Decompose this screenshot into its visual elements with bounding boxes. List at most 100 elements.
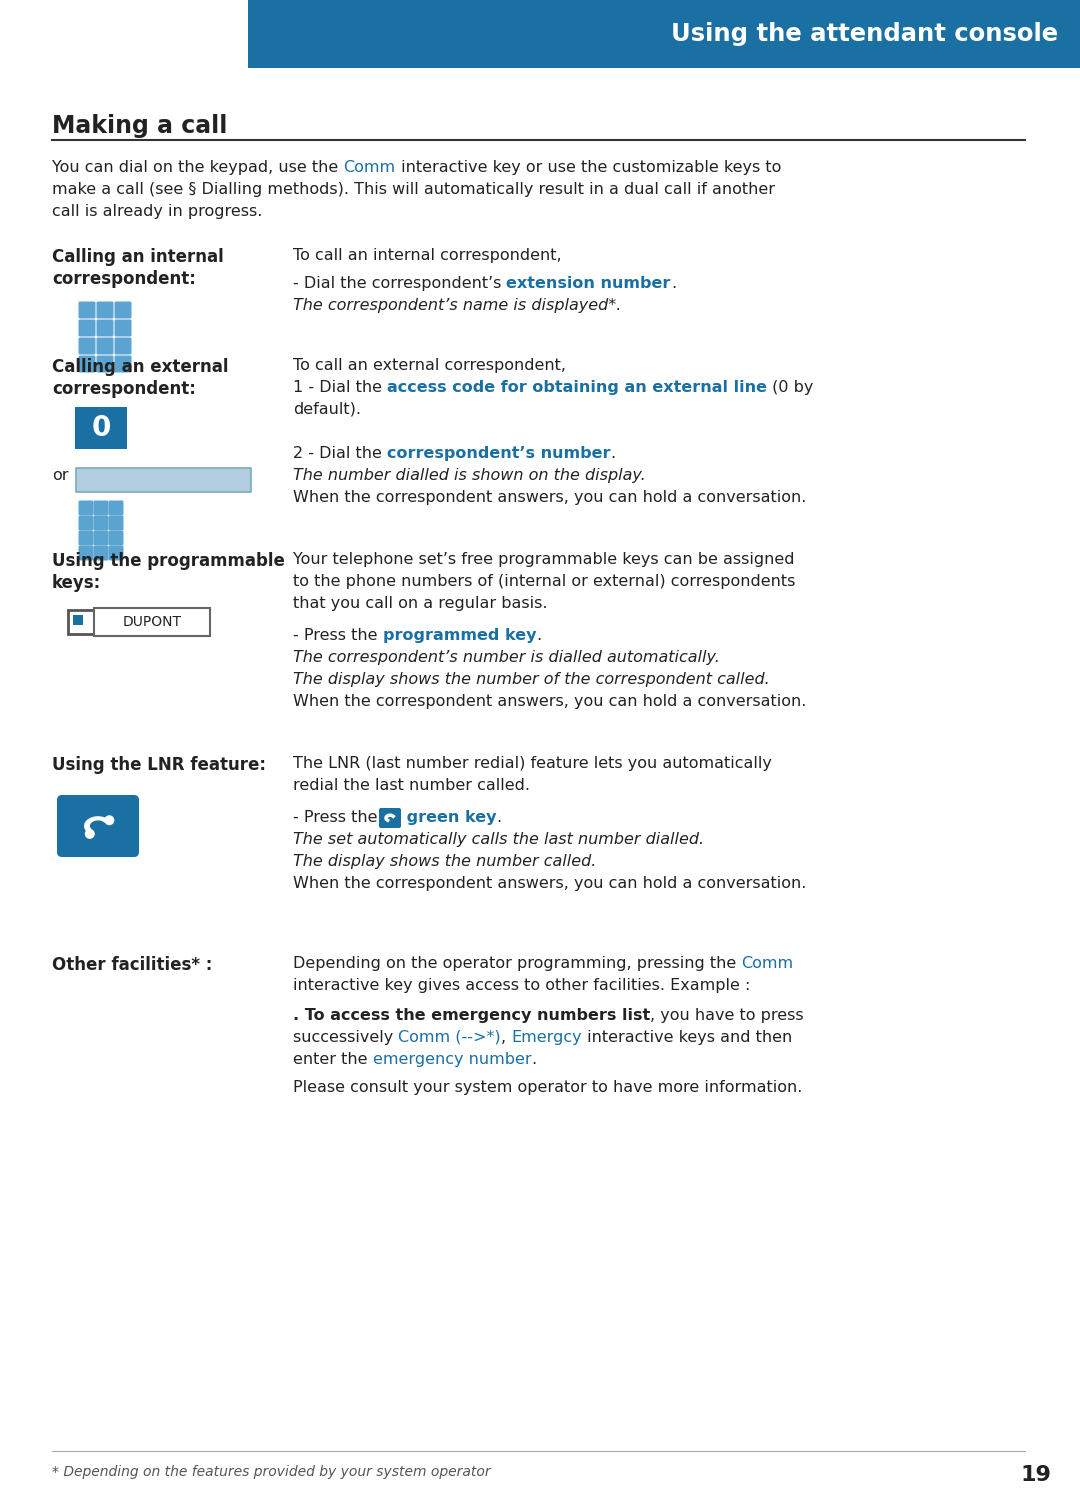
Text: - Dial the correspondent’s: - Dial the correspondent’s [293, 277, 507, 292]
Polygon shape [84, 816, 109, 834]
Bar [248, 0, 1080, 68]
Text: Using the LNR feature:: Using the LNR feature: [52, 756, 266, 774]
Text: correspondent:: correspondent: [52, 270, 195, 289]
FancyBboxPatch shape [108, 500, 123, 515]
Text: green key: green key [401, 810, 497, 825]
FancyBboxPatch shape [68, 610, 94, 635]
FancyBboxPatch shape [94, 500, 108, 515]
FancyBboxPatch shape [96, 337, 113, 355]
Text: * Depending on the features provided by your system operator: * Depending on the features provided by … [52, 1466, 490, 1479]
Text: (0 by: (0 by [767, 379, 813, 394]
FancyBboxPatch shape [79, 530, 94, 545]
Text: The LNR (last number redial) feature lets you automatically: The LNR (last number redial) feature let… [293, 756, 772, 771]
FancyBboxPatch shape [79, 500, 94, 515]
Text: , you have to press: , you have to press [650, 1008, 804, 1023]
Text: Depending on the operator programming, pressing the: Depending on the operator programming, p… [293, 956, 741, 972]
Text: redial the last number called.: redial the last number called. [293, 778, 530, 793]
Text: Other facilities* :: Other facilities* : [52, 956, 213, 975]
FancyBboxPatch shape [114, 337, 132, 355]
FancyBboxPatch shape [114, 355, 132, 373]
FancyBboxPatch shape [108, 545, 123, 561]
Text: The display shows the number called.: The display shows the number called. [293, 854, 596, 869]
Text: correspondent:: correspondent: [52, 379, 195, 397]
FancyBboxPatch shape [57, 795, 139, 857]
Text: access code for obtaining an external line: access code for obtaining an external li… [387, 379, 767, 394]
Text: Comm: Comm [741, 956, 794, 972]
FancyBboxPatch shape [94, 530, 108, 545]
Text: To call an internal correspondent,: To call an internal correspondent, [293, 248, 562, 263]
FancyBboxPatch shape [75, 406, 127, 449]
Text: Comm: Comm [343, 160, 395, 175]
Text: programmed key: programmed key [382, 629, 536, 644]
Text: . To access the emergency numbers list: . To access the emergency numbers list [293, 1008, 650, 1023]
Circle shape [84, 830, 95, 839]
Text: Calling an external: Calling an external [52, 358, 229, 376]
Circle shape [105, 816, 114, 825]
Text: Your telephone set’s free programmable keys can be assigned: Your telephone set’s free programmable k… [293, 552, 795, 567]
FancyBboxPatch shape [114, 302, 132, 319]
Text: Using the programmable: Using the programmable [52, 552, 285, 570]
Text: ,: , [501, 1031, 511, 1046]
FancyBboxPatch shape [108, 515, 123, 530]
Text: When the correspondent answers, you can hold a conversation.: When the correspondent answers, you can … [293, 490, 807, 505]
FancyBboxPatch shape [79, 302, 95, 319]
Text: emergency number: emergency number [373, 1052, 531, 1067]
Text: - Press the: - Press the [293, 629, 382, 644]
FancyBboxPatch shape [94, 515, 108, 530]
FancyBboxPatch shape [96, 355, 113, 373]
Text: or: or [52, 468, 68, 484]
Text: interactive keys and then: interactive keys and then [582, 1031, 792, 1046]
Text: Calling an internal: Calling an internal [52, 248, 224, 266]
FancyBboxPatch shape [79, 545, 94, 561]
Text: to the phone numbers of (internal or external) correspondents: to the phone numbers of (internal or ext… [293, 574, 795, 589]
Text: The correspondent’s number is dialled automatically.: The correspondent’s number is dialled au… [293, 650, 720, 665]
Text: .: . [610, 446, 616, 461]
Text: The correspondent’s name is displayed*.: The correspondent’s name is displayed*. [293, 298, 621, 313]
FancyBboxPatch shape [79, 337, 95, 355]
FancyBboxPatch shape [94, 545, 108, 561]
Text: keys:: keys: [52, 574, 102, 592]
Text: Making a call: Making a call [52, 113, 228, 138]
Text: .: . [536, 629, 541, 644]
FancyBboxPatch shape [96, 302, 113, 319]
FancyBboxPatch shape [79, 319, 95, 337]
FancyBboxPatch shape [108, 530, 123, 545]
FancyBboxPatch shape [79, 355, 95, 373]
Text: call is already in progress.: call is already in progress. [52, 204, 262, 219]
Text: make a call (see § Dialling methods). This will automatically result in a dual c: make a call (see § Dialling methods). Th… [52, 181, 775, 196]
Text: 19: 19 [1021, 1466, 1052, 1485]
Text: DUPONT: DUPONT [122, 615, 181, 629]
Text: interactive key or use the customizable keys to: interactive key or use the customizable … [395, 160, 781, 175]
Text: To call an external correspondent,: To call an external correspondent, [293, 358, 566, 373]
Text: that you call on a regular basis.: that you call on a regular basis. [293, 595, 548, 610]
Text: When the correspondent answers, you can hold a conversation.: When the correspondent answers, you can … [293, 876, 807, 891]
FancyBboxPatch shape [96, 319, 113, 337]
Text: default).: default). [293, 402, 361, 417]
Text: 1 - Dial the: 1 - Dial the [293, 379, 387, 394]
Text: The set automatically calls the last number dialled.: The set automatically calls the last num… [293, 833, 704, 848]
Text: extension number: extension number [507, 277, 671, 292]
Text: 2 - Dial the: 2 - Dial the [293, 446, 387, 461]
FancyBboxPatch shape [76, 468, 251, 493]
FancyBboxPatch shape [94, 607, 210, 636]
Text: When the correspondent answers, you can hold a conversation.: When the correspondent answers, you can … [293, 694, 807, 709]
Text: correspondent’s number: correspondent’s number [387, 446, 610, 461]
Text: Comm (-->*): Comm (-->*) [399, 1031, 501, 1046]
Text: .: . [671, 277, 676, 292]
FancyBboxPatch shape [79, 515, 94, 530]
Text: Emergcy: Emergcy [511, 1031, 582, 1046]
Bar [73, 615, 83, 626]
FancyBboxPatch shape [379, 808, 401, 828]
Text: successively: successively [293, 1031, 399, 1046]
Text: You can dial on the keypad, use the: You can dial on the keypad, use the [52, 160, 343, 175]
Text: The display shows the number of the correspondent called.: The display shows the number of the corr… [293, 672, 770, 688]
Text: .: . [531, 1052, 537, 1067]
Text: .: . [497, 810, 501, 825]
Text: enter the: enter the [293, 1052, 373, 1067]
Text: interactive key gives access to other facilities. Example :: interactive key gives access to other fa… [293, 978, 751, 993]
Text: - Press the: - Press the [293, 810, 382, 825]
Text: The number dialled is shown on the display.: The number dialled is shown on the displ… [293, 468, 646, 484]
Text: 0: 0 [92, 414, 110, 443]
Text: Please consult your system operator to have more information.: Please consult your system operator to h… [293, 1080, 802, 1095]
Text: Using the attendant console: Using the attendant console [671, 23, 1058, 45]
